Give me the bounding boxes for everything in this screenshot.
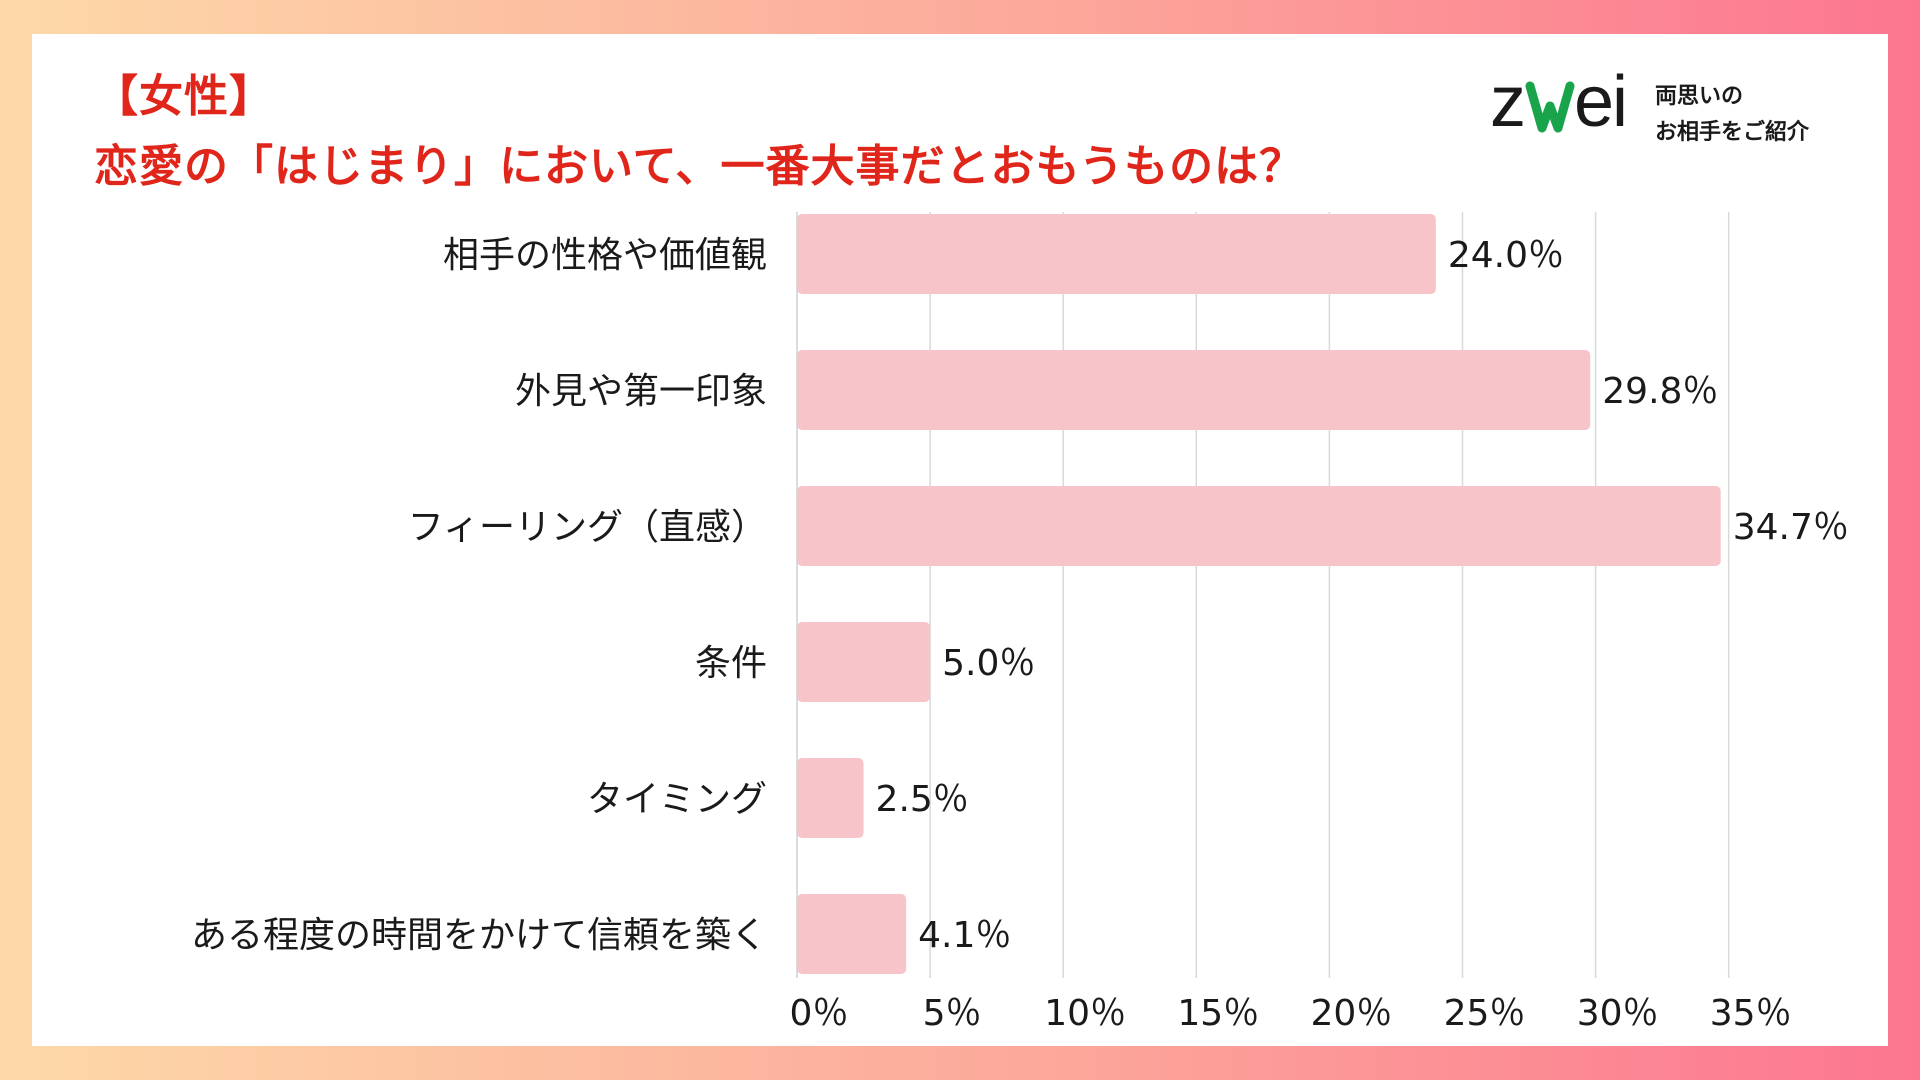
category-label: 外見や第一印象 bbox=[515, 371, 767, 412]
bar bbox=[797, 758, 864, 838]
chart-title-tag: 【女性】 bbox=[94, 71, 274, 122]
svg-text:z: z bbox=[1490, 62, 1524, 142]
x-tick-label: 20％ bbox=[1310, 993, 1392, 1034]
x-tick-label: 25％ bbox=[1444, 993, 1526, 1034]
bar bbox=[797, 622, 931, 702]
svg-text:ei: ei bbox=[1574, 62, 1626, 142]
x-tick-label: 0％ bbox=[790, 993, 849, 1034]
bar bbox=[797, 894, 907, 974]
bar bbox=[797, 350, 1591, 430]
x-tick-label: 30％ bbox=[1577, 993, 1659, 1034]
chart-title: 恋愛の「はじまり」において、一番大事だとおもうものは？ bbox=[94, 141, 1305, 192]
bar bbox=[797, 486, 1721, 566]
logo-tagline-line2: お相手をご紹介 bbox=[1655, 119, 1810, 145]
x-tick-label: 10％ bbox=[1044, 993, 1126, 1034]
data-label: 5.0％ bbox=[942, 643, 1035, 684]
category-label: タイミング bbox=[587, 779, 767, 820]
category-label: ある程度の時間をかけて信頼を築く bbox=[191, 915, 767, 956]
x-tick-label: 5％ bbox=[923, 993, 982, 1034]
data-label: 29.8％ bbox=[1602, 371, 1718, 412]
category-label: 条件 bbox=[695, 643, 767, 684]
logo-tagline: 両思いの お相手をご紹介 bbox=[1655, 78, 1809, 150]
bar bbox=[797, 214, 1436, 294]
category-label: 相手の性格や価値観 bbox=[443, 235, 767, 276]
data-label: 2.5％ bbox=[876, 779, 969, 820]
data-label: 24.0％ bbox=[1448, 235, 1564, 276]
zwei-logo-icon: z ei bbox=[1490, 62, 1628, 142]
category-label: フィーリング（直感） bbox=[408, 507, 767, 548]
x-tick-label: 15％ bbox=[1177, 993, 1259, 1034]
data-label: 4.1％ bbox=[918, 915, 1011, 956]
x-tick-label: 35％ bbox=[1710, 993, 1792, 1034]
data-label: 34.7％ bbox=[1733, 507, 1849, 548]
logo-tagline-line1: 両思いの bbox=[1655, 83, 1744, 109]
